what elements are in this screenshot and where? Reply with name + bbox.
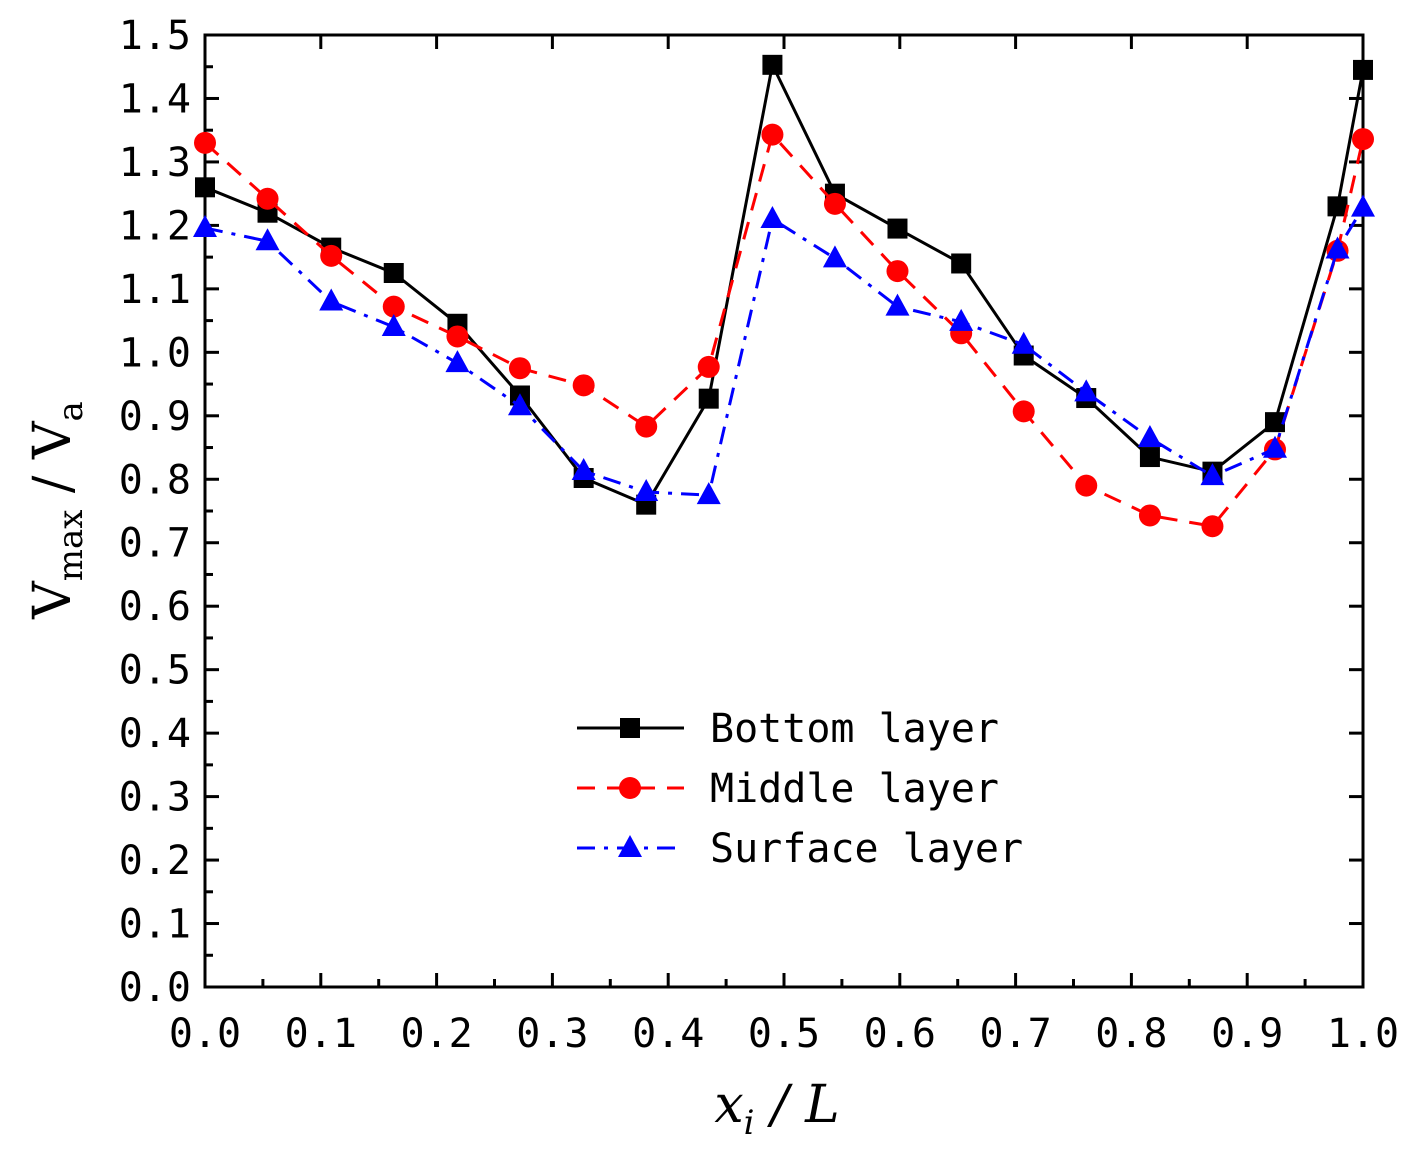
y-axis-title-sub2: a bbox=[51, 401, 91, 421]
x-tick-label: 0.2 bbox=[400, 1011, 472, 1057]
data-point bbox=[1012, 400, 1035, 423]
axis-ticks: 0.0 0.1 0.2 0.3 0.4 0.5 0.6 0.7 0.8 0.9 1.0 0.0 0.1 0… bbox=[119, 13, 1399, 1057]
legend-item: Middle layer bbox=[577, 766, 999, 812]
data-point bbox=[1262, 435, 1287, 458]
data-point bbox=[1137, 425, 1162, 448]
x-tick-label: 0.9 bbox=[1211, 1011, 1283, 1057]
x-tick-label: 0.7 bbox=[979, 1011, 1051, 1057]
data-point bbox=[762, 54, 783, 75]
legend-marker bbox=[618, 835, 642, 857]
data-point bbox=[1325, 236, 1350, 259]
y-tick-label: 1.0 bbox=[119, 330, 191, 376]
data-point bbox=[1138, 504, 1161, 527]
y-tick-label: 0.8 bbox=[119, 457, 191, 503]
y-tick-label: 1.2 bbox=[119, 203, 191, 249]
legend-item: Surface layer bbox=[577, 826, 1023, 872]
data-point bbox=[760, 206, 785, 229]
x-tick-label: 0.8 bbox=[1095, 1011, 1167, 1057]
data-point bbox=[319, 288, 344, 311]
data-point bbox=[635, 415, 658, 438]
data-point bbox=[508, 357, 531, 380]
data-point bbox=[382, 295, 405, 318]
data-point bbox=[697, 355, 720, 378]
y-tick-label: 0.0 bbox=[119, 965, 191, 1011]
y-tick-label: 0.1 bbox=[119, 902, 191, 948]
series-bottom-layer bbox=[195, 54, 1373, 515]
x-tick-label: 0.1 bbox=[285, 1011, 357, 1057]
data-point bbox=[1139, 447, 1160, 468]
series-surface-layer bbox=[193, 194, 1375, 505]
y-axis-title: Vmax / Va bbox=[23, 401, 91, 620]
data-point bbox=[571, 458, 596, 481]
y-tick-label: 0.3 bbox=[119, 775, 191, 821]
x-axis-title-subscript: i bbox=[744, 1103, 755, 1143]
data-point bbox=[1011, 331, 1036, 354]
legend-marker bbox=[619, 777, 641, 799]
data-point bbox=[822, 245, 847, 268]
x-axis-title: xi / L bbox=[714, 1075, 839, 1143]
data-point bbox=[1200, 463, 1225, 486]
data-point bbox=[1351, 194, 1375, 217]
y-tick-label: 1.4 bbox=[119, 76, 191, 122]
data-point bbox=[446, 325, 469, 348]
legend-label: Surface layer bbox=[710, 826, 1023, 872]
data-point bbox=[383, 263, 404, 283]
data-point bbox=[761, 123, 784, 146]
series-middle-layer bbox=[194, 123, 1374, 538]
y-tick-label: 0.9 bbox=[119, 394, 191, 440]
y-tick-label: 0.4 bbox=[119, 711, 191, 757]
data-point bbox=[255, 228, 280, 251]
x-tick-label: 0.3 bbox=[516, 1011, 588, 1057]
y-tick-label: 0.7 bbox=[119, 521, 191, 567]
series-layer bbox=[193, 54, 1375, 538]
data-point bbox=[885, 293, 910, 316]
data-point bbox=[1201, 515, 1224, 538]
x-tick-label: 0.0 bbox=[169, 1011, 241, 1057]
y-tick-label: 1.3 bbox=[119, 140, 191, 186]
data-point bbox=[1264, 412, 1285, 433]
x-tick-label: 0.4 bbox=[632, 1011, 704, 1057]
y-tick-label: 1.5 bbox=[119, 13, 191, 59]
data-point bbox=[1074, 379, 1099, 402]
legend: Bottom layer Middle layer Surface layer bbox=[577, 706, 1023, 872]
y-axis-title-mid: / V bbox=[23, 420, 83, 510]
data-point bbox=[256, 187, 279, 210]
legend-label: Bottom layer bbox=[710, 706, 999, 752]
y-axis-title-sub1: max bbox=[51, 510, 91, 582]
data-point bbox=[1327, 196, 1348, 217]
data-point bbox=[823, 192, 846, 215]
data-point bbox=[696, 482, 721, 505]
y-tick-label: 0.5 bbox=[119, 648, 191, 694]
series-line bbox=[204, 206, 1365, 497]
data-point bbox=[320, 244, 343, 267]
data-point bbox=[572, 374, 595, 397]
series-line bbox=[204, 60, 1365, 507]
data-point bbox=[193, 214, 217, 237]
data-point bbox=[507, 393, 532, 416]
data-point bbox=[949, 308, 974, 331]
y-tick-label: 0.6 bbox=[119, 584, 191, 630]
data-point bbox=[887, 218, 908, 239]
data-point bbox=[381, 313, 406, 336]
x-axis-title-rest: / L bbox=[755, 1075, 840, 1135]
data-point bbox=[1353, 59, 1373, 80]
legend-marker bbox=[620, 718, 640, 738]
data-point bbox=[951, 253, 972, 274]
data-point bbox=[634, 478, 659, 501]
data-point bbox=[1075, 474, 1098, 497]
data-point bbox=[445, 350, 470, 373]
legend-item: Bottom layer bbox=[577, 706, 999, 752]
x-tick-label: 1.0 bbox=[1327, 1011, 1399, 1057]
data-point bbox=[194, 131, 216, 154]
data-point bbox=[886, 260, 909, 283]
data-point bbox=[1352, 128, 1374, 151]
x-tick-label: 0.5 bbox=[748, 1011, 820, 1057]
data-point bbox=[195, 177, 215, 198]
y-tick-label: 1.1 bbox=[119, 267, 191, 313]
x-tick-label: 0.6 bbox=[864, 1011, 936, 1057]
data-point bbox=[698, 388, 719, 409]
y-tick-label: 0.2 bbox=[119, 838, 191, 884]
legend-label: Middle layer bbox=[710, 766, 999, 812]
